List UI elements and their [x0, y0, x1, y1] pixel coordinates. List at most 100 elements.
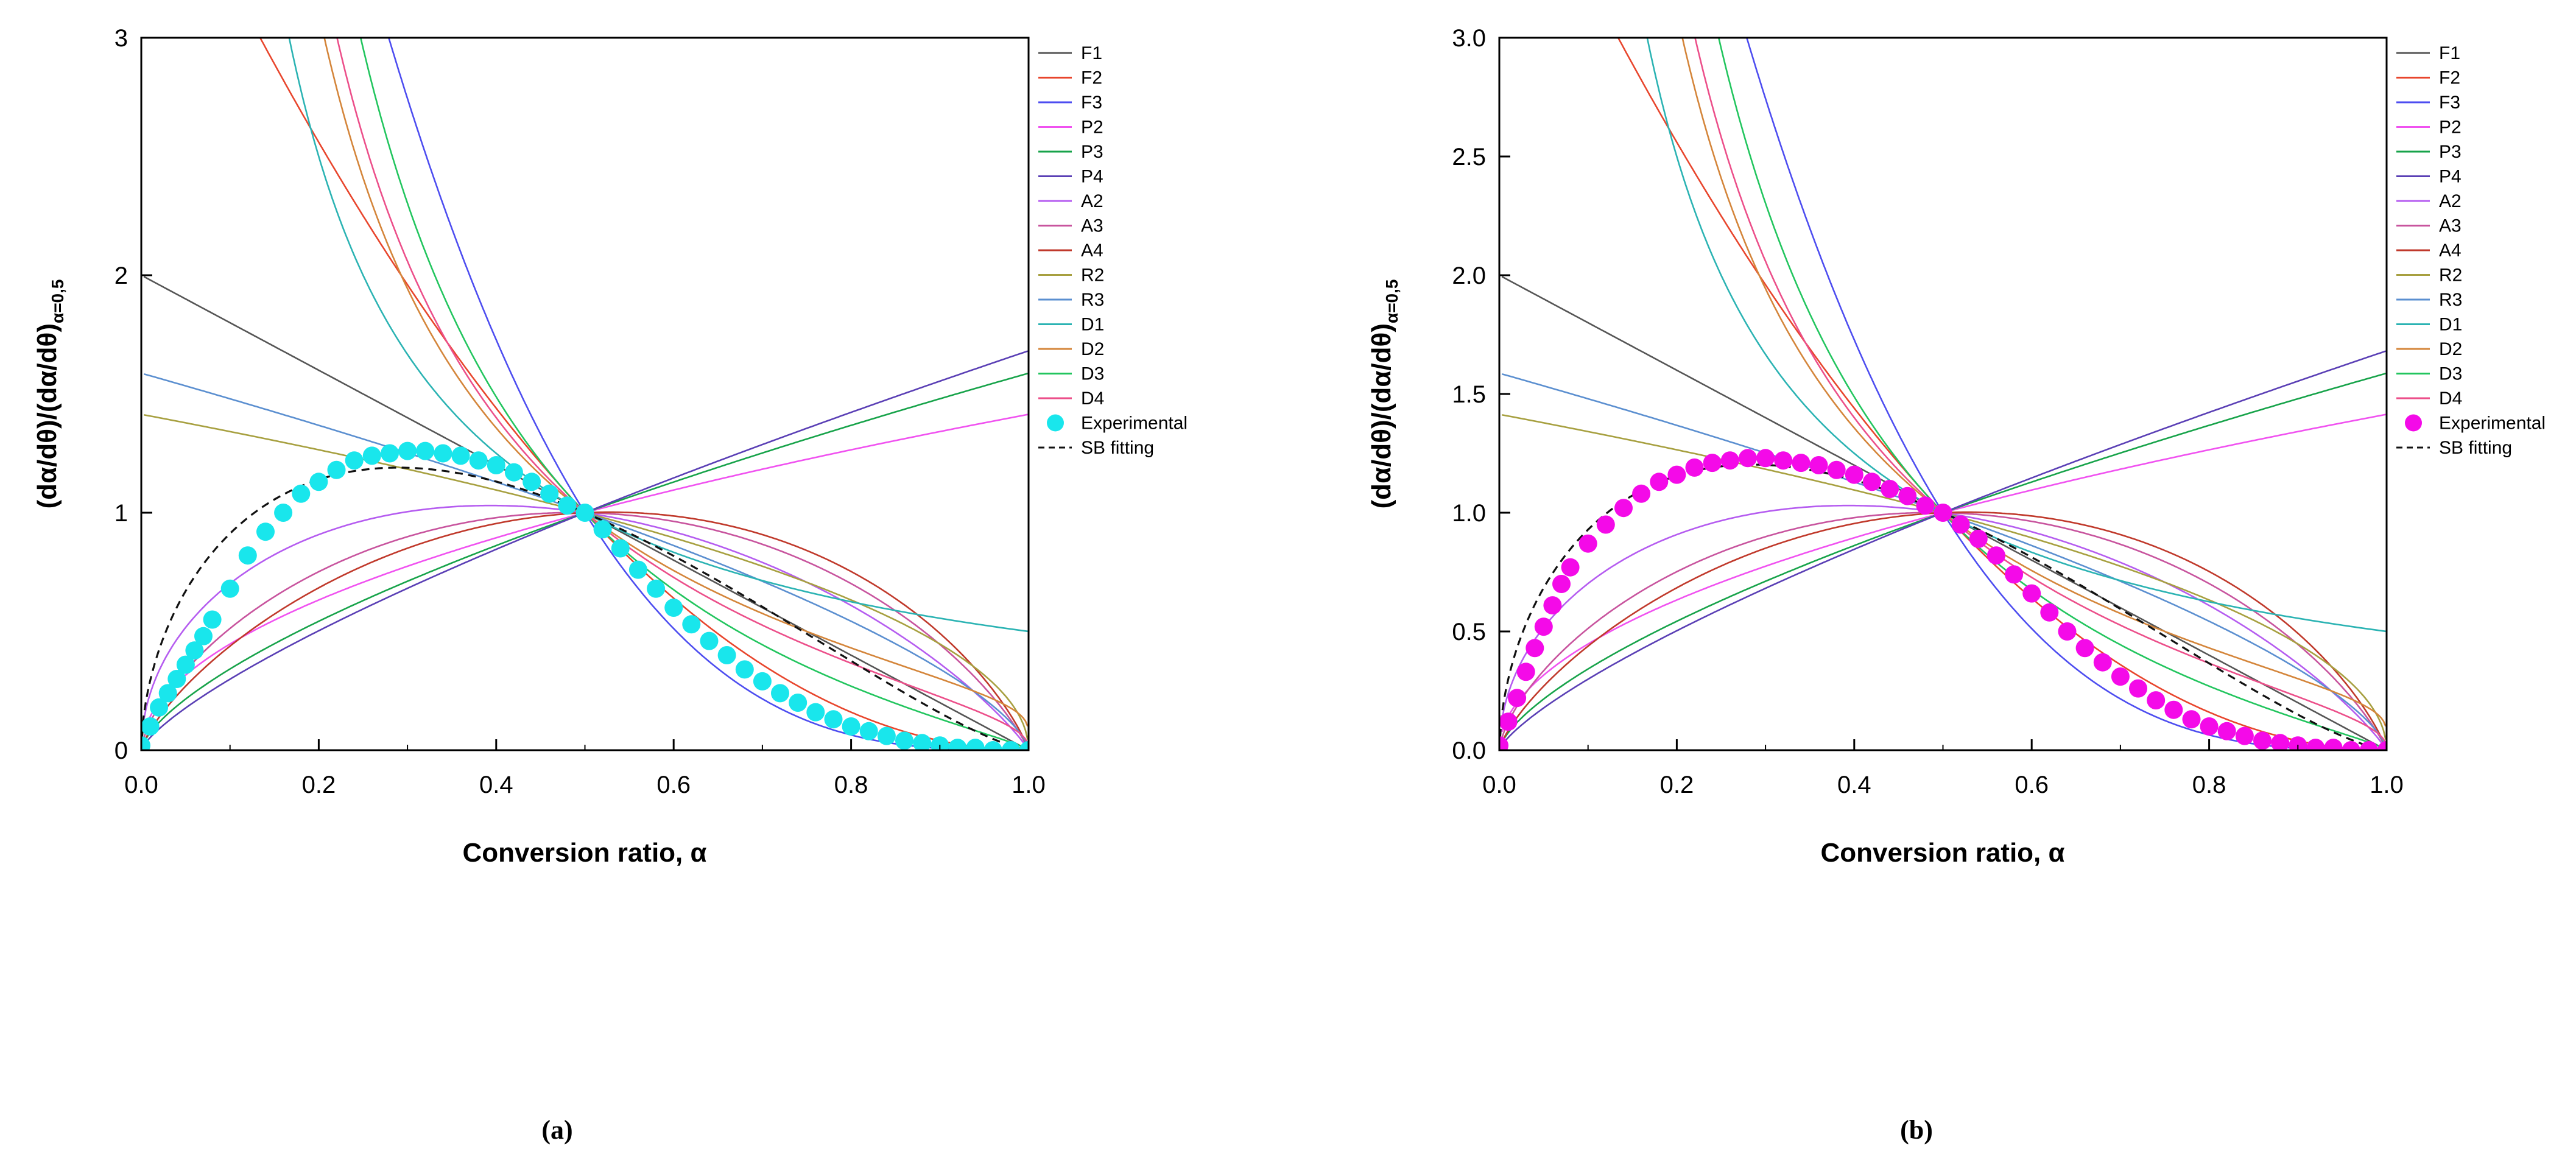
legend-label-a4: A4	[1081, 241, 1103, 261]
model-curve-p4	[143, 350, 1028, 746]
legend-label-p4: P4	[1081, 167, 1103, 187]
experimental-point	[913, 734, 932, 750]
legend-label-r2: R2	[2439, 265, 2462, 286]
experimental-point	[1898, 487, 1917, 505]
experimental-point	[381, 444, 399, 463]
experimental-point	[895, 731, 913, 750]
experimental-point	[1614, 499, 1633, 518]
y-tick-label: 2.0	[1452, 262, 1486, 289]
experimental-point	[158, 684, 177, 703]
legend-label-f1: F1	[1081, 43, 1102, 63]
experimental-point	[1534, 617, 1553, 636]
legend-label-d2: D2	[2439, 339, 2462, 359]
experimental-point	[1578, 534, 1597, 553]
experimental-point	[2324, 739, 2343, 750]
legend-label-f2: F2	[2439, 68, 2460, 88]
legend-label-a2: A2	[2439, 191, 2462, 211]
experimental-point	[2377, 741, 2387, 750]
model-curve-f2	[259, 38, 1028, 750]
experimental-point	[2129, 679, 2147, 698]
model-curve-r2	[1502, 414, 2387, 740]
x-axis-label-a: Conversion ratio, α	[462, 838, 706, 868]
y-tick-label: 1.5	[1452, 381, 1486, 408]
experimental-point	[345, 451, 364, 470]
legend-label-sb-fitting: SB fitting	[2439, 438, 2512, 458]
model-curve-a4	[143, 511, 1029, 748]
legend-label-p3: P3	[1081, 142, 1103, 162]
experimental-point	[664, 599, 683, 617]
legend-label-f3: F3	[2439, 93, 2460, 113]
experimental-point	[1774, 451, 1793, 470]
experimental-point	[966, 739, 985, 750]
experimental-point	[451, 446, 470, 465]
x-tick-label: 0.4	[479, 772, 513, 798]
experimental-point	[1792, 454, 1811, 473]
experimental-point	[1632, 484, 1651, 503]
model-curve-d2	[1681, 38, 2387, 727]
experimental-point	[2359, 741, 2378, 750]
experimental-point	[1667, 465, 1686, 484]
experimental-point	[398, 441, 417, 460]
experimental-point	[2217, 722, 2236, 740]
experimental-point	[2235, 726, 2254, 745]
experimental-point	[2093, 653, 2112, 672]
experimental-point	[806, 703, 825, 722]
experimental-point	[948, 739, 967, 750]
experimental-point	[1739, 449, 1757, 468]
x-tick-label: 0.8	[834, 772, 868, 798]
experimental-point	[735, 660, 754, 679]
legend-label-d1: D1	[2439, 315, 2462, 335]
model-curves-b	[1501, 38, 2387, 750]
model-curve-p2	[143, 413, 1028, 733]
legend-swatch-experimental	[1047, 414, 1064, 432]
legend-label-p3: P3	[2439, 142, 2462, 162]
experimental-point	[2306, 739, 2325, 750]
model-curve-a2	[1501, 504, 2387, 750]
experimental-point	[877, 726, 896, 745]
legend-label-a4: A4	[2439, 241, 2462, 261]
model-curve-d3	[359, 38, 1029, 750]
legend-label-a3: A3	[1081, 216, 1103, 236]
experimental-point	[1526, 639, 1544, 658]
y-tick-label: 1.0	[1452, 500, 1486, 527]
experimental-point	[1001, 741, 1020, 750]
experimental-point	[540, 484, 559, 503]
experimental-point	[238, 546, 257, 565]
legend-b: F1 F2 F3 P2 P3 P4 A2 A3 A4 R2 R3 D1 D2 D3 D4 Experiment…	[2396, 43, 2546, 458]
experimental-point	[2253, 731, 2272, 750]
legend-label-r2: R2	[1081, 265, 1104, 286]
experimental-point	[2164, 700, 2183, 719]
y-tick-label: 2.5	[1452, 144, 1486, 170]
y-axis-label-sub-b: α=0,5	[1382, 279, 1401, 324]
experimental-point	[1720, 451, 1739, 470]
experimental-point	[2022, 584, 2041, 603]
experimental-point	[2182, 710, 2201, 729]
legend-label-sb-fitting: SB fitting	[1081, 438, 1154, 458]
x-tick-label: 1.0	[1012, 772, 1046, 798]
experimental-point	[2040, 603, 2059, 622]
experimental-point	[2058, 622, 2077, 641]
legend-swatch-experimental	[2405, 414, 2422, 432]
experimental-point	[1881, 480, 1899, 498]
experimental-point	[1650, 473, 1669, 491]
legend-label-p2: P2	[2439, 118, 2462, 138]
y-axis-label-b: (dα/dθ)/(dα/dθ)α=0,5	[1367, 279, 1401, 509]
experimental-point	[1969, 529, 1988, 548]
experimental-point	[1499, 736, 1508, 750]
legend-label-d1: D1	[1081, 315, 1104, 335]
experimental-point	[274, 504, 293, 522]
experimental-point	[2289, 736, 2307, 750]
experimental-points-b	[1499, 449, 2387, 750]
legend-label-a2: A2	[1081, 191, 1103, 211]
legend-label-p4: P4	[2439, 167, 2462, 187]
legend-label-experimental: Experimental	[2439, 413, 2546, 434]
experimental-point	[469, 451, 488, 470]
panel-caption-b: (b)	[1900, 1115, 1933, 1145]
x-tick-label: 0.6	[2015, 772, 2049, 798]
legend-label-d4: D4	[2439, 388, 2462, 409]
y-tick-label: 2	[114, 262, 128, 289]
panel-caption-a: (a)	[541, 1115, 572, 1145]
experimental-point	[1543, 596, 1562, 615]
experimental-point	[167, 670, 186, 688]
x-axis-label-b: Conversion ratio, α	[1820, 838, 2064, 868]
